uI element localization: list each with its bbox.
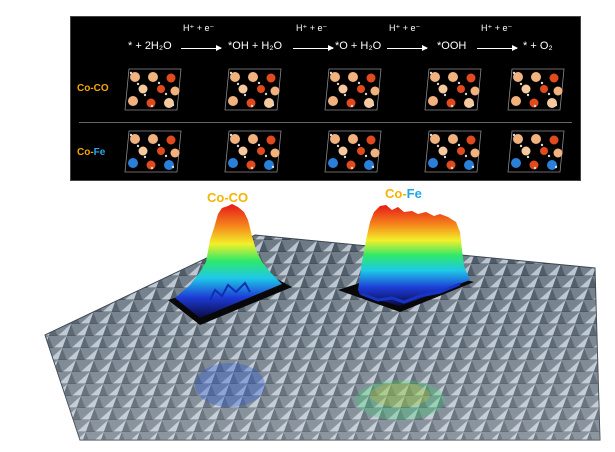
co-fe-peak (358, 205, 470, 306)
structure-thumbnail (507, 130, 565, 173)
intermediate-ooh-label: *OOH (437, 40, 467, 52)
arrow-label-4: H⁺ + e⁻ (481, 23, 513, 33)
structure-thumbnail (424, 68, 482, 111)
intermediate-oh-label: *OH + H₂O (228, 40, 283, 52)
arrow-3 (387, 45, 428, 51)
arrow-label-1: H⁺ + e⁻ (183, 23, 215, 33)
arrow-2 (293, 45, 334, 51)
structure-thumbnail (224, 130, 282, 173)
co-co-peak (175, 204, 282, 318)
products-label: * + O₂ (523, 40, 553, 52)
intermediate-o-label: *O + H₂O (335, 40, 382, 52)
structure-thumbnail (224, 68, 282, 111)
row-label-co-fe: Co-Fe (77, 147, 106, 158)
structure-thumbnail (424, 130, 482, 173)
reactants-label: * + 2H₂O (128, 40, 172, 52)
structure-thumbnail (124, 68, 182, 111)
arrow-label-2: H⁺ + e⁻ (296, 23, 328, 33)
arrow-4 (477, 45, 518, 51)
structure-thumbnail (324, 130, 382, 173)
row-label-co-co: Co-CO (77, 83, 109, 94)
co-fe-peak-title: Co-Fe (385, 186, 422, 201)
structure-thumbnail (507, 68, 565, 111)
arrow-label-3: H⁺ + e⁻ (389, 23, 421, 33)
structure-thumbnail (124, 130, 182, 173)
row-divider (79, 122, 572, 123)
reaction-panel: * + 2H₂O H⁺ + e⁻ *OH + H₂O H⁺ + e⁻ *O + … (70, 16, 581, 181)
co-co-peak-title: Co-CO (207, 190, 249, 205)
structure-thumbnail (324, 68, 382, 111)
arrow-1 (181, 45, 222, 51)
